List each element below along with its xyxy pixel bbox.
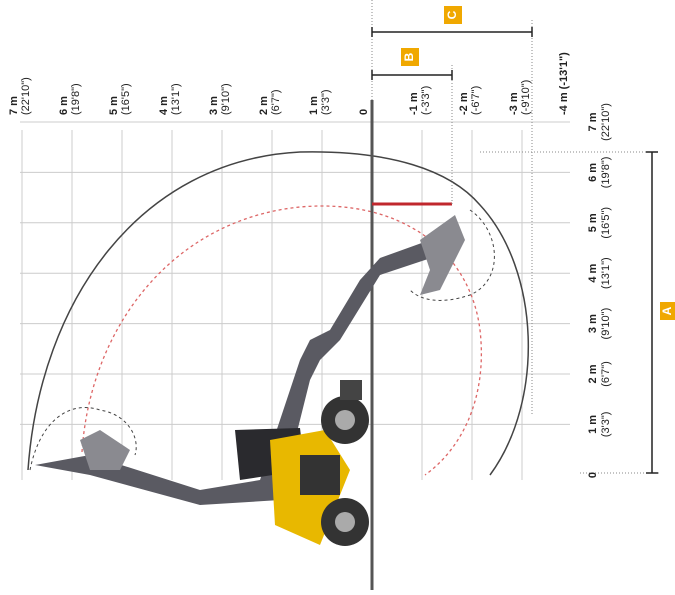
dim-c: C: [445, 10, 459, 19]
dim-a: A: [660, 306, 674, 315]
right-label-imperial: (6'7"): [600, 361, 612, 387]
right-label-imperial: (3'3"): [600, 412, 612, 438]
top-label-metric: 2 m: [258, 96, 270, 115]
right-label-metric: 5 m: [587, 213, 599, 232]
right-label-imperial: (22'10"): [600, 103, 612, 141]
top-label-metric: 5 m: [108, 96, 120, 115]
top-label-metric: -4 m (-13'1"): [558, 52, 570, 115]
right-label-metric: 1 m: [587, 415, 599, 434]
right-label-metric: 2 m: [587, 364, 599, 383]
top-label-metric: 3 m: [208, 96, 220, 115]
right-label-metric: 7 m: [587, 112, 599, 131]
right-label-metric: 6 m: [587, 163, 599, 182]
dim-b: B: [402, 52, 416, 61]
top-label-imperial: (6'7"): [270, 89, 282, 115]
right-label-imperial: (9'10"): [600, 308, 612, 340]
top-label-metric: 4 m: [158, 96, 170, 115]
top-label-metric: 1 m: [308, 96, 320, 115]
top-label-metric: 0: [358, 109, 370, 115]
top-label-imperial: (22'10"): [20, 77, 32, 115]
right-label-imperial: (19'8"): [600, 157, 612, 189]
right-label-imperial: (16'5"): [600, 207, 612, 239]
right-label-metric: 3 m: [587, 314, 599, 333]
top-label-imperial: (-9'10"): [520, 80, 532, 115]
top-label-imperial: (9'10"): [220, 83, 232, 115]
top-label-metric: -3 m: [508, 92, 520, 115]
top-label-imperial: (16'5"): [120, 83, 132, 115]
top-label-imperial: (-6'7"): [470, 86, 482, 115]
top-label-imperial: (3'3"): [320, 89, 332, 115]
top-label-imperial: (-3'3"): [420, 86, 432, 115]
top-label-metric: 7 m: [8, 96, 20, 115]
working-range-diagram: A B C 7 m(22'10")6 m(19'8")5 m(16'5")4 m…: [0, 0, 675, 590]
top-label-metric: 6 m: [58, 96, 70, 115]
right-label-metric: 0: [587, 472, 599, 478]
top-label-metric: -2 m: [458, 92, 470, 115]
right-label-metric: 4 m: [587, 264, 599, 283]
top-label-metric: -1 m: [408, 92, 420, 115]
top-label-imperial: (19'8"): [70, 83, 82, 115]
top-label-imperial: (13'1"): [170, 83, 182, 115]
right-label-imperial: (13'1"): [600, 257, 612, 289]
